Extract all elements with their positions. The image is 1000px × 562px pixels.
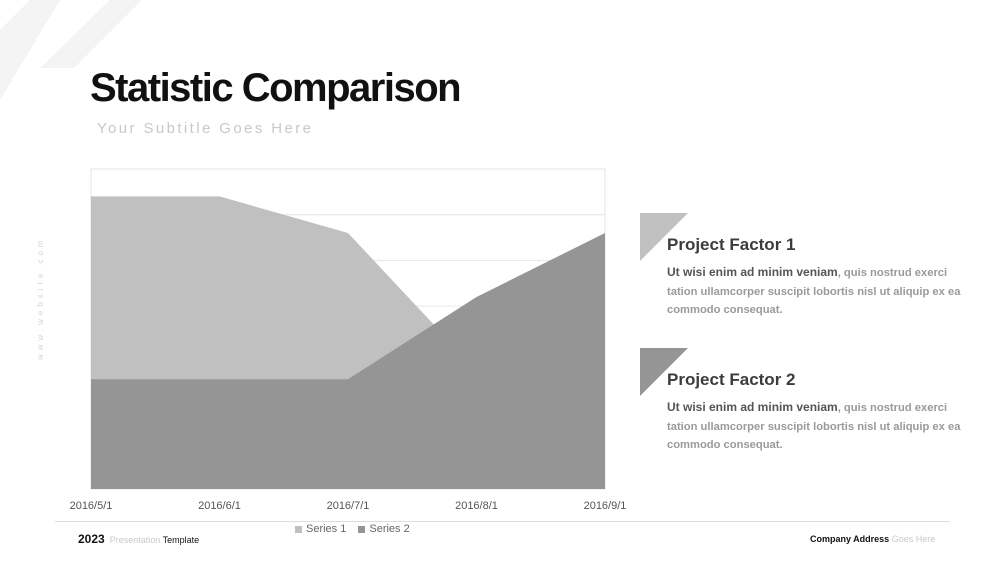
footer-goes-here: Goes Here	[891, 534, 936, 544]
footer-template: Template	[162, 535, 200, 545]
legend-label-series-2: Series 2	[369, 523, 410, 535]
footer-presentation: Presentation	[109, 535, 161, 545]
factor-body-text: , quis nostrud exerci tation ullamcorper…	[667, 267, 961, 316]
page-title: Statistic Comparison	[90, 66, 462, 110]
x-tick-label: 2016/8/1	[455, 500, 498, 512]
factor-lead: Ut wisi enim ad minim veniam	[667, 265, 838, 279]
area-series-2	[91, 233, 605, 489]
factor-lead: Ut wisi enim ad minim veniam	[667, 400, 838, 414]
legend-item-series-1: Series 1	[295, 523, 346, 535]
legend-label-series-1: Series 1	[306, 523, 347, 535]
x-tick-label: 2016/9/1	[584, 500, 627, 512]
footer-right: Company Address Goes Here	[810, 534, 935, 544]
factor-title: Project Factor 1	[667, 235, 796, 254]
x-tick-label: 2016/6/1	[198, 500, 241, 512]
factor-title: Project Factor 2	[667, 370, 796, 389]
footer-left: 2023 Presentation Template	[78, 532, 199, 546]
chart-legend: Series 1 Series 2	[295, 523, 410, 535]
footer-year: 2023	[78, 532, 105, 546]
x-tick-label: 2016/7/1	[327, 500, 370, 512]
legend-swatch-series-2	[358, 525, 366, 533]
factor-description: Ut wisi enim ad minim veniam, quis nostr…	[667, 398, 967, 455]
triangle-icon	[640, 348, 688, 396]
legend-item-series-2: Series 2	[358, 523, 410, 535]
footer-company: Company Address	[810, 534, 890, 544]
legend-swatch-series-1	[295, 525, 302, 533]
footer-divider	[55, 521, 950, 522]
factor-body-text: , quis nostrud exerci tation ullamcorper…	[667, 402, 961, 451]
x-tick-label: 2016/5/1	[70, 500, 113, 512]
triangle-icon	[640, 213, 688, 261]
factor-description: Ut wisi enim ad minim veniam, quis nostr…	[667, 263, 967, 320]
decorative-stripes	[0, 0, 142, 100]
page-subtitle: Your Subtitle Goes Here	[97, 120, 314, 137]
